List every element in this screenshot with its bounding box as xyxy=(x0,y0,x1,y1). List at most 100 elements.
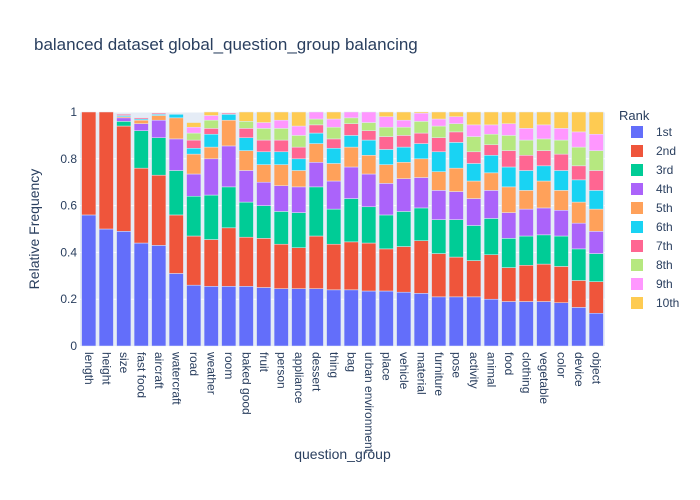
legend-label[interactable]: 8th xyxy=(656,258,673,272)
bar-segment xyxy=(571,146,587,167)
grid-lines xyxy=(80,111,605,300)
x-tick-label: pose xyxy=(449,352,463,378)
bar-segment xyxy=(116,114,132,116)
legend-swatch[interactable] xyxy=(631,164,643,176)
bar-segment xyxy=(203,133,219,148)
bar-segment xyxy=(553,302,569,347)
bar-segment xyxy=(326,118,342,128)
bar-segment xyxy=(273,119,289,129)
legend-label[interactable]: 3rd xyxy=(656,163,673,177)
bar-segment xyxy=(588,133,604,151)
bar-segment xyxy=(483,111,499,126)
bar-segment xyxy=(553,128,569,141)
bar-segment xyxy=(553,170,569,191)
bar-segment xyxy=(536,165,552,182)
bar-segment xyxy=(238,137,254,151)
bar-segment xyxy=(133,119,149,124)
bar-segment xyxy=(536,207,552,236)
bar-segment xyxy=(168,114,184,119)
bar-segment xyxy=(396,119,412,128)
bar-segment xyxy=(396,211,412,247)
bar-segment xyxy=(431,118,447,127)
legend-swatch[interactable] xyxy=(631,145,643,157)
bar-segment xyxy=(326,180,342,210)
bar-segment xyxy=(168,117,184,140)
bar-segment xyxy=(308,235,324,289)
bar-segment xyxy=(326,126,342,140)
bar-segment xyxy=(448,167,464,192)
bar-segment xyxy=(553,235,569,267)
legend-label[interactable]: 5th xyxy=(656,201,673,215)
bar-segment xyxy=(413,293,429,347)
bar-segment xyxy=(413,111,429,114)
x-tick-label: thing xyxy=(327,352,341,378)
x-tick-label: watercraft xyxy=(169,351,183,405)
bar-segment xyxy=(326,111,342,120)
bar-segment xyxy=(221,145,237,188)
legend-label[interactable]: 2nd xyxy=(656,144,676,158)
bar-segment xyxy=(588,150,604,171)
legend-swatch[interactable] xyxy=(631,126,643,138)
bar-segment xyxy=(413,158,429,178)
bar-segment xyxy=(413,177,429,209)
bar-segment xyxy=(431,296,447,347)
bar-segment xyxy=(343,146,359,168)
bar-segment xyxy=(501,238,517,268)
bar-segment xyxy=(273,139,289,153)
bar-segment xyxy=(483,298,499,347)
bar-segment xyxy=(81,111,97,216)
bar-segment xyxy=(588,190,604,210)
bar-segment xyxy=(291,125,307,136)
bar-segment xyxy=(221,227,237,287)
legend-swatch[interactable] xyxy=(631,240,643,252)
legend-swatch[interactable] xyxy=(631,278,643,290)
bar-segment xyxy=(273,211,289,245)
bar-segment xyxy=(553,153,569,171)
legend-swatch[interactable] xyxy=(631,183,643,195)
bar-segment xyxy=(361,290,377,347)
bar-segment xyxy=(518,301,534,347)
bar-segment xyxy=(256,287,272,347)
bar-segment xyxy=(221,112,237,115)
bar-segment xyxy=(151,245,167,347)
x-tick-label: aircraft xyxy=(152,352,166,389)
legend-label[interactable]: 4th xyxy=(656,182,673,196)
bar-segment xyxy=(518,170,534,191)
bar-segment xyxy=(396,291,412,347)
bar-segment xyxy=(361,139,377,156)
bar-segment xyxy=(466,180,482,199)
y-tick-label: 0.2 xyxy=(60,292,77,306)
bar-segment xyxy=(326,163,342,182)
legend-swatch[interactable] xyxy=(631,297,643,309)
bar-segment xyxy=(98,228,114,347)
legend-swatch[interactable] xyxy=(631,202,643,214)
legend-swatch[interactable] xyxy=(631,221,643,233)
legend-title: Rank xyxy=(619,108,650,123)
legend-label[interactable]: 7th xyxy=(656,239,673,253)
bar-segment xyxy=(588,170,604,191)
bar-segment xyxy=(518,208,534,237)
legend-label[interactable]: 6th xyxy=(656,220,673,234)
y-tick-label: 0 xyxy=(70,339,77,353)
x-axis-title: question_group xyxy=(294,446,391,462)
x-tick-label: material xyxy=(414,352,428,395)
bar-segment xyxy=(238,201,254,238)
bar-segment xyxy=(256,122,272,129)
y-tick-label: 0.6 xyxy=(60,199,77,213)
bar-segment xyxy=(203,111,219,116)
bar-segment xyxy=(256,205,272,239)
bar-segment xyxy=(116,117,132,122)
legend-swatch[interactable] xyxy=(631,259,643,271)
bar-segment xyxy=(343,117,359,124)
bar-segment xyxy=(483,172,499,191)
bar-segment xyxy=(571,165,587,181)
bar-segment xyxy=(448,256,464,298)
legend-label[interactable]: 1st xyxy=(656,125,673,139)
x-tick-label: vehicle xyxy=(397,352,411,390)
bar-segment xyxy=(431,151,447,172)
x-tick-label: urban environment xyxy=(362,352,376,453)
legend-label[interactable]: 9th xyxy=(656,277,673,291)
x-tick-label: food xyxy=(502,352,516,375)
x-tick-label: baked good xyxy=(239,352,253,415)
legend-label[interactable]: 10th xyxy=(656,296,679,310)
